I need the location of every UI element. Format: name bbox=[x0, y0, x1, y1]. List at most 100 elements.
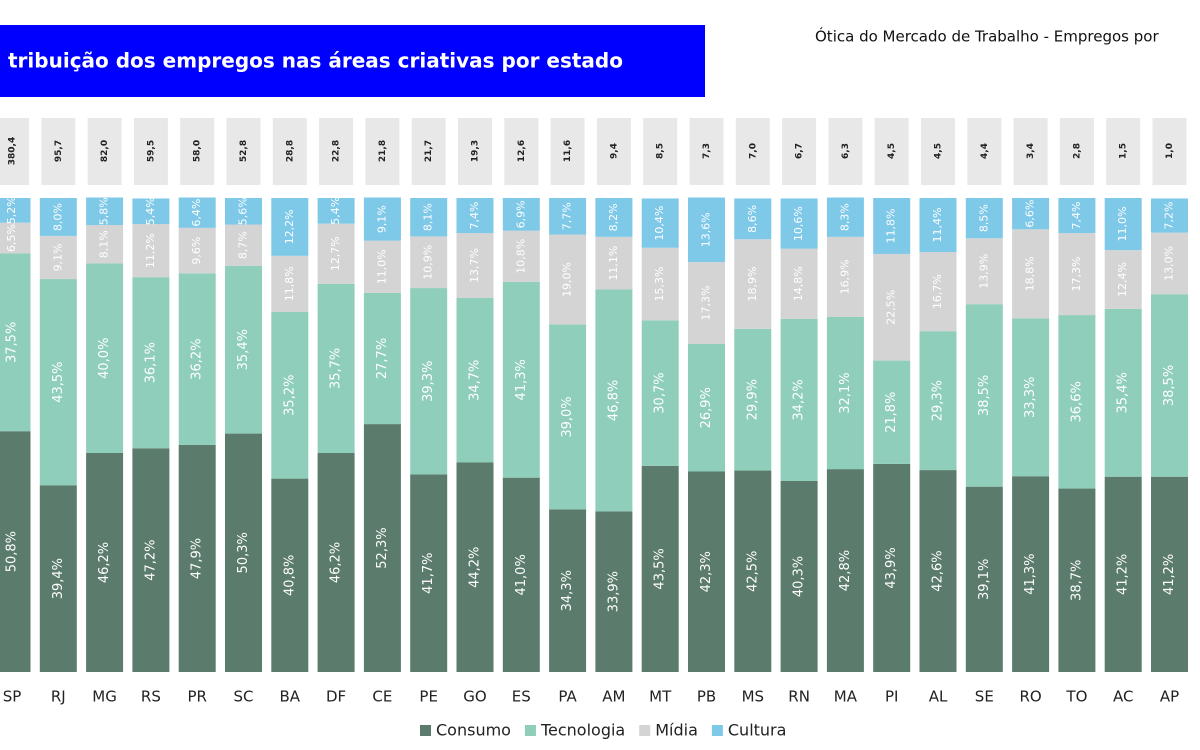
bar-segment bbox=[225, 265, 262, 434]
data-label: 17,3% bbox=[1070, 257, 1083, 292]
bar-segment bbox=[39, 279, 77, 486]
bar-segment bbox=[317, 223, 355, 284]
bar-segment bbox=[549, 198, 587, 235]
total-box bbox=[643, 118, 678, 185]
bar-segment bbox=[0, 222, 31, 254]
bar-segment bbox=[1104, 476, 1142, 672]
bar-segment bbox=[873, 463, 911, 672]
legend-label: Consumo bbox=[436, 721, 511, 740]
total-label: 380,4 bbox=[8, 137, 18, 165]
data-label: 36,2% bbox=[190, 339, 205, 380]
bar-segment bbox=[826, 197, 864, 237]
bar-segment bbox=[456, 233, 494, 299]
x-tick-label: RS bbox=[141, 688, 161, 706]
total-box bbox=[828, 118, 863, 185]
bar-segment bbox=[456, 298, 494, 463]
data-label: 30,7% bbox=[653, 372, 668, 413]
data-label: 5,2% bbox=[5, 196, 18, 224]
x-tick-label: AP bbox=[1160, 688, 1179, 706]
data-label: 41,2% bbox=[1162, 554, 1177, 595]
total-label: 19,3 bbox=[471, 140, 481, 162]
bar-segment bbox=[873, 360, 911, 464]
total-label: 6,3 bbox=[841, 143, 851, 159]
total-label: 21,8 bbox=[378, 140, 388, 162]
data-label: 19,0% bbox=[561, 262, 574, 297]
total-label: 22,8 bbox=[332, 140, 342, 162]
x-tick-label: MS bbox=[742, 688, 764, 706]
bar-segment bbox=[1151, 232, 1188, 295]
data-label: 34,7% bbox=[468, 360, 483, 401]
x-tick-label: BA bbox=[280, 688, 301, 706]
total-label: 12,6 bbox=[517, 140, 527, 162]
legend-label: Tecnologia bbox=[540, 721, 625, 740]
data-label: 46,2% bbox=[329, 542, 344, 583]
data-label: 43,9% bbox=[884, 547, 899, 588]
data-label: 42,8% bbox=[838, 550, 853, 591]
bar-segment bbox=[502, 230, 540, 282]
bar-segment bbox=[271, 311, 309, 479]
total-box bbox=[504, 118, 539, 185]
data-label: 33,3% bbox=[1023, 377, 1038, 418]
bar-segment bbox=[919, 470, 957, 672]
data-label: 13,7% bbox=[468, 248, 481, 283]
bar-segment bbox=[595, 236, 633, 290]
bar-segment bbox=[178, 227, 216, 274]
data-label: 35,4% bbox=[236, 329, 251, 370]
data-label: 41,7% bbox=[421, 553, 436, 594]
legend-swatch bbox=[420, 725, 431, 736]
x-tick-label: SE bbox=[975, 688, 994, 706]
data-label: 13,9% bbox=[977, 254, 990, 289]
bar-segment bbox=[595, 289, 633, 512]
x-tick-label: SP bbox=[3, 688, 22, 706]
total-box bbox=[87, 118, 122, 185]
bar-segment bbox=[641, 465, 679, 672]
data-label: 38,5% bbox=[977, 375, 992, 416]
data-label: 42,5% bbox=[745, 551, 760, 592]
bar-segment bbox=[826, 236, 864, 317]
bar-segment bbox=[271, 198, 309, 256]
bar-segment bbox=[549, 509, 587, 672]
data-label: 38,7% bbox=[1069, 560, 1084, 601]
bar-segment bbox=[549, 324, 587, 510]
data-label: 8,0% bbox=[51, 203, 64, 231]
data-label: 9,1% bbox=[51, 244, 64, 272]
data-label: 5,4% bbox=[329, 197, 342, 225]
bar-segment bbox=[363, 197, 401, 241]
data-label: 12,2% bbox=[283, 209, 296, 244]
data-label: 18,9% bbox=[746, 267, 759, 302]
bar-segment bbox=[363, 240, 401, 293]
total-box bbox=[1106, 118, 1141, 185]
bar-segment bbox=[826, 316, 864, 470]
data-label: 7,7% bbox=[561, 202, 574, 230]
bar-segment bbox=[178, 273, 216, 445]
data-label: 46,8% bbox=[606, 380, 621, 421]
data-label: 10,6% bbox=[792, 206, 805, 241]
data-label: 39,4% bbox=[51, 558, 66, 599]
bar-segment bbox=[734, 328, 772, 471]
data-label: 10,9% bbox=[422, 245, 435, 280]
data-label: 12,4% bbox=[1116, 262, 1129, 297]
total-label: 4,5 bbox=[934, 143, 944, 159]
bar-segment bbox=[502, 477, 540, 672]
chart-subtitle: Ótica do Mercado de Trabalho - Empregos … bbox=[815, 27, 1159, 46]
bar-segment bbox=[641, 247, 679, 321]
x-tick-label: MT bbox=[649, 688, 672, 706]
data-label: 39,1% bbox=[977, 559, 992, 600]
total-label: 59,5 bbox=[146, 140, 156, 162]
legend-swatch bbox=[711, 725, 723, 736]
data-label: 40,0% bbox=[97, 338, 112, 379]
total-label: 21,7 bbox=[424, 140, 434, 162]
legend-swatch bbox=[524, 725, 536, 736]
x-tick-label: RJ bbox=[51, 688, 66, 706]
bar-segment bbox=[919, 198, 957, 253]
bar-segment bbox=[595, 511, 633, 672]
bar-segment bbox=[178, 444, 216, 672]
total-label: 1,0 bbox=[1165, 143, 1175, 159]
data-label: 8,1% bbox=[422, 203, 435, 231]
total-label: 4,4 bbox=[980, 143, 990, 159]
x-tick-label: AM bbox=[602, 688, 625, 706]
bar-segment bbox=[225, 224, 262, 266]
bar-segment bbox=[86, 263, 124, 454]
x-tick-label: PA bbox=[558, 688, 577, 706]
bar-segment bbox=[39, 198, 77, 236]
